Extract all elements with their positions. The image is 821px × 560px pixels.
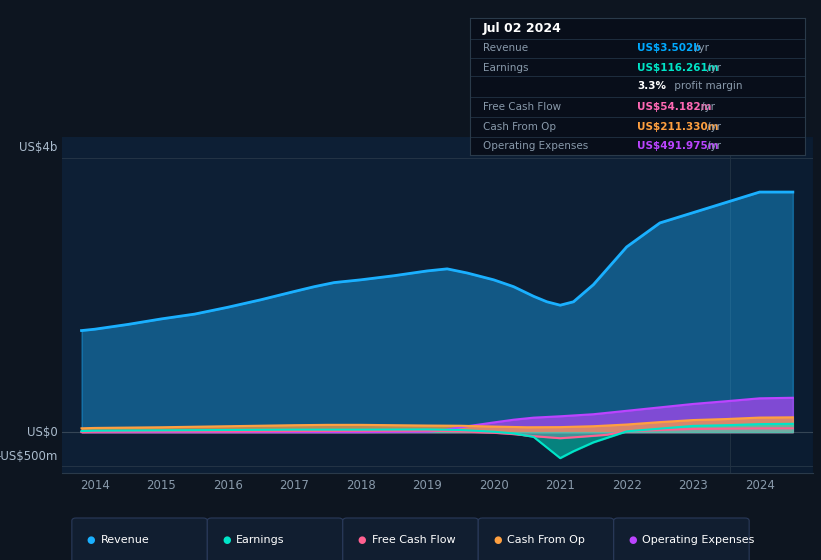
Text: /yr: /yr [707, 63, 721, 73]
Text: Operating Expenses: Operating Expenses [483, 141, 589, 151]
Text: US$0: US$0 [27, 426, 57, 438]
Text: /yr: /yr [707, 141, 721, 151]
Bar [730, 137, 813, 473]
Text: Revenue: Revenue [100, 535, 149, 545]
Text: ●: ● [629, 535, 637, 545]
Text: /yr: /yr [707, 122, 721, 132]
Text: /yr: /yr [695, 43, 709, 53]
Text: ●: ● [86, 535, 95, 545]
Text: profit margin: profit margin [671, 81, 742, 91]
Text: Jul 02 2024: Jul 02 2024 [483, 22, 562, 35]
Text: Free Cash Flow: Free Cash Flow [483, 102, 561, 112]
Text: Cash From Op: Cash From Op [507, 535, 585, 545]
Text: ●: ● [222, 535, 231, 545]
Text: Earnings: Earnings [483, 63, 529, 73]
Text: US$54.182m: US$54.182m [637, 102, 712, 112]
Text: -US$500m: -US$500m [0, 450, 57, 463]
Text: Revenue: Revenue [483, 43, 528, 53]
Text: Earnings: Earnings [236, 535, 285, 545]
Text: 3.3%: 3.3% [637, 81, 666, 91]
Text: US$3.502b: US$3.502b [637, 43, 701, 53]
Text: US$491.975m: US$491.975m [637, 141, 718, 151]
Text: US$211.330m: US$211.330m [637, 122, 718, 132]
Text: ●: ● [493, 535, 502, 545]
Text: Cash From Op: Cash From Op [483, 122, 556, 132]
Text: Operating Expenses: Operating Expenses [643, 535, 754, 545]
Text: US$116.261m: US$116.261m [637, 63, 718, 73]
Text: US$4b: US$4b [20, 142, 57, 155]
Text: Free Cash Flow: Free Cash Flow [372, 535, 455, 545]
Text: /yr: /yr [701, 102, 715, 112]
Text: ●: ● [358, 535, 366, 545]
